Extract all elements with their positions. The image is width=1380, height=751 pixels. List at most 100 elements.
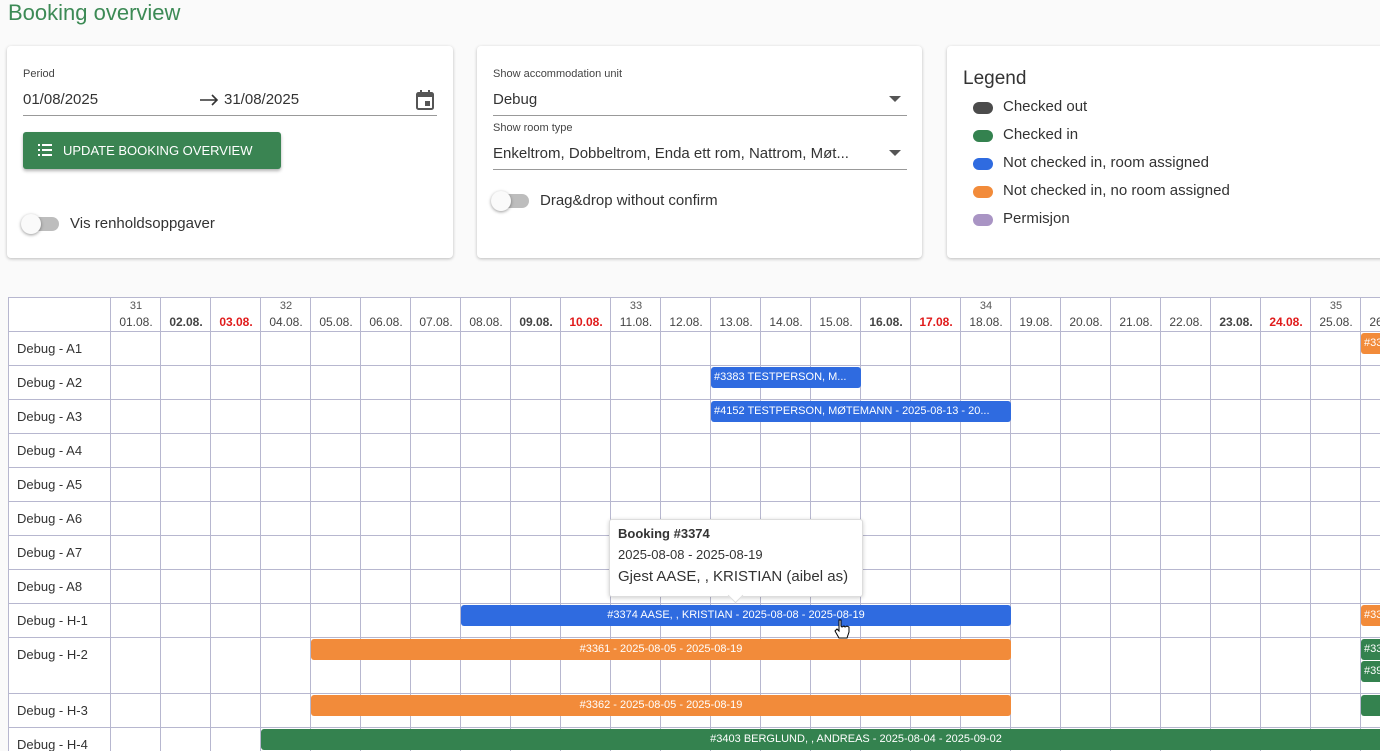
day-cell (611, 434, 661, 468)
day-cell (411, 536, 461, 570)
day-cell (711, 638, 761, 694)
day-cell (661, 434, 711, 468)
dragdrop-toggle[interactable] (491, 191, 529, 211)
day-cell (561, 468, 611, 502)
calendar-icon[interactable] (415, 89, 435, 111)
day-date: 26.08. (1369, 315, 1380, 329)
day-cell (661, 468, 711, 502)
day-cell (211, 536, 261, 570)
day-cell (1061, 400, 1111, 434)
day-cell (1361, 502, 1380, 536)
booking-bar[interactable]: #33 (1361, 639, 1380, 660)
booking-bar[interactable]: #39 (1361, 661, 1380, 682)
day-date: 22.08. (1169, 315, 1203, 329)
day-cell (1211, 332, 1261, 366)
day-header (711, 298, 761, 332)
day-cell (261, 638, 311, 694)
legend-label: Not checked in, no room assigned (1003, 182, 1230, 199)
day-cell (111, 604, 161, 638)
update-button[interactable]: UPDATE BOOKING OVERVIEW (23, 132, 281, 169)
booking-bar[interactable]: #3383 TESTPERSON, M... (711, 367, 861, 388)
room-label: Debug - H-4 (17, 737, 88, 751)
day-cell (911, 502, 961, 536)
day-cell (1111, 468, 1161, 502)
day-date: 06.08. (369, 315, 403, 329)
filter-card: Show accommodation unit Debug Show room … (477, 46, 922, 258)
legend-label: Checked out (1003, 98, 1088, 115)
day-header (1161, 298, 1211, 332)
day-cell (1261, 638, 1311, 694)
day-cell (111, 468, 161, 502)
day-cell (1111, 366, 1161, 400)
unit-select[interactable]: Debug (493, 91, 538, 108)
booking-bar[interactable]: #33 (1361, 333, 1380, 354)
cleaning-toggle[interactable] (21, 214, 59, 234)
day-cell (1061, 366, 1111, 400)
day-cell (1111, 638, 1161, 694)
booking-bar[interactable]: #3403 BERGLUND, , ANDREAS - 2025-08-04 -… (261, 729, 1380, 750)
period-to[interactable]: 31/08/2025 (224, 91, 300, 108)
day-cell (1261, 366, 1311, 400)
day-date: 21.08. (1119, 315, 1153, 329)
day-cell (161, 366, 211, 400)
day-date: 23.08. (1219, 315, 1253, 329)
day-cell (711, 468, 761, 502)
day-header (261, 298, 311, 332)
booking-bar[interactable]: #4152 TESTPERSON, MØTEMANN - 2025-08-13 … (711, 401, 1011, 422)
day-cell (1161, 570, 1211, 604)
room-label: Debug - A7 (17, 545, 83, 560)
day-cell (361, 400, 411, 434)
day-cell (111, 570, 161, 604)
day-cell (311, 536, 361, 570)
booking-bar[interactable]: #3361 - 2025-08-05 - 2025-08-19 (311, 639, 1011, 660)
day-cell (311, 468, 361, 502)
day-cell (311, 434, 361, 468)
day-cell (1311, 536, 1361, 570)
tooltip: Booking #3374 2025-08-08 - 2025-08-19 Gj… (609, 519, 863, 604)
room-cell (9, 468, 111, 502)
day-cell (511, 434, 561, 468)
day-cell (1111, 502, 1161, 536)
day-cell (661, 332, 711, 366)
day-cell (411, 604, 461, 638)
day-cell (1211, 400, 1261, 434)
day-header (111, 298, 161, 332)
booking-bar[interactable]: #33 (1361, 605, 1380, 626)
booking-bar[interactable]: #3362 - 2025-08-05 - 2025-08-19 (311, 695, 1011, 716)
list-icon (38, 144, 52, 156)
period-from[interactable]: 01/08/2025 (23, 91, 99, 108)
day-cell (1161, 434, 1211, 468)
day-cell (111, 536, 161, 570)
day-cell (361, 434, 411, 468)
day-header (1261, 298, 1311, 332)
day-cell (1061, 570, 1111, 604)
day-cell (561, 366, 611, 400)
unit-label: Show accommodation unit (493, 68, 623, 80)
day-cell (561, 434, 611, 468)
day-cell (511, 502, 561, 536)
day-cell (1311, 638, 1361, 694)
day-cell (1111, 604, 1161, 638)
room-cell (9, 434, 111, 468)
day-cell (861, 570, 911, 604)
day-cell (411, 468, 461, 502)
day-cell (411, 502, 461, 536)
day-cell (361, 638, 411, 694)
day-cell (261, 536, 311, 570)
day-cell (1011, 502, 1061, 536)
day-cell (361, 570, 411, 604)
day-header (1311, 298, 1361, 332)
day-cell (1161, 502, 1211, 536)
room-type-select[interactable]: Enkeltrom, Dobbeltrom, Enda ett rom, Nat… (493, 145, 849, 162)
day-cell (511, 468, 561, 502)
legend-swatch (973, 186, 993, 198)
day-cell (811, 638, 861, 694)
day-cell (1011, 604, 1061, 638)
booking-bar[interactable] (1361, 695, 1380, 716)
day-cell (1111, 434, 1161, 468)
week-number: 34 (979, 300, 993, 312)
day-cell (161, 332, 211, 366)
booking-bar[interactable]: #3374 AASE, , KRISTIAN - 2025-08-08 - 20… (461, 605, 1011, 626)
day-cell (1011, 366, 1061, 400)
day-cell (1261, 694, 1311, 728)
